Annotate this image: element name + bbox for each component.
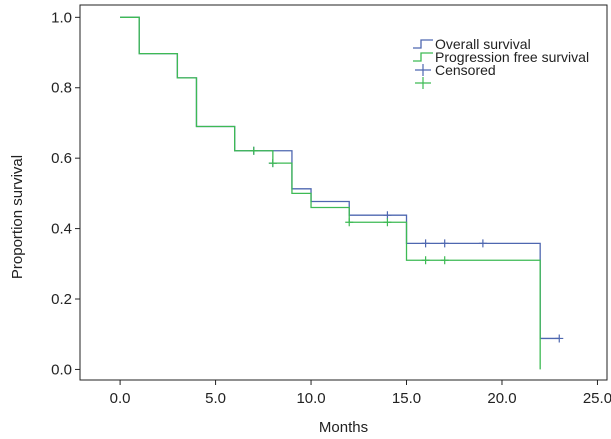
survival-curves: [120, 16, 564, 370]
plot-area: [79, 4, 608, 381]
censor-mark: [421, 256, 430, 265]
y-axis-label: Proportion survival: [9, 155, 26, 279]
x-tick-label: 15.0: [392, 390, 421, 407]
x-tick-label: 20.0: [487, 390, 516, 407]
x-axis-label: Months: [319, 419, 368, 436]
censor-mark: [478, 239, 487, 248]
x-tick-label: 10.0: [296, 390, 325, 407]
legend-label: Censored: [435, 62, 496, 78]
axis-ticks: 0.0 5.0 10.0 15.0 20.0 25.0 0.0 0.2 0.4 0.6 0.8 1.0: [51, 9, 611, 407]
legend-label: Overall survival: [435, 36, 531, 52]
y-tick-label: 0.8: [51, 80, 72, 97]
legend-step-symbol: [413, 39, 433, 49]
y-tick-label: 0.0: [51, 361, 72, 378]
legend-plus-symbol: [415, 64, 431, 76]
censor-mark: [345, 218, 354, 227]
censor-mark: [383, 211, 392, 220]
censor-mark: [268, 159, 277, 168]
legend-step-symbol: [413, 52, 433, 62]
legend-plus-symbol: [415, 77, 431, 89]
censor-mark: [383, 218, 392, 227]
y-tick-label: 1.0: [51, 9, 72, 26]
x-tick-label: 5.0: [205, 390, 226, 407]
x-tick-label: 0.0: [110, 390, 131, 407]
censor-mark: [421, 239, 430, 248]
censor-mark: [440, 256, 449, 265]
y-tick-label: 0.4: [51, 221, 72, 238]
y-tick-label: 0.6: [51, 150, 72, 167]
y-tick-label: 0.2: [51, 291, 72, 308]
censor-mark: [440, 239, 449, 248]
x-tick-label: 25.0: [583, 390, 611, 407]
legend-label: Progression free survival: [435, 49, 589, 65]
censor-mark: [249, 146, 258, 155]
censor-mark: [555, 334, 564, 343]
